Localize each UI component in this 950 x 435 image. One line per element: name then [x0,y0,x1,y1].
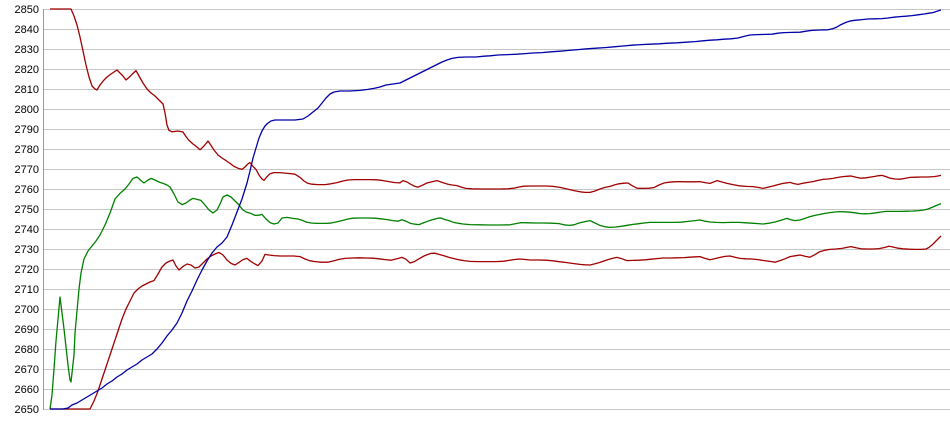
y-axis-tick-label: 2700 [15,304,39,316]
y-axis-tick-label: 2740 [15,224,39,236]
y-axis-tick-label: 2720 [15,264,39,276]
y-axis-tick-label: 2850 [15,4,39,16]
y-axis-tick-label: 2690 [15,324,39,336]
y-axis-tick-label: 2730 [15,244,39,256]
y-axis-tick-label: 2830 [15,44,39,56]
y-axis-tick-label: 2650 [15,404,39,416]
y-axis-tick-label: 2770 [15,164,39,176]
red-upper-line [50,8,942,194]
y-axis-tick-label: 2790 [15,124,39,136]
green-line [49,176,942,410]
y-axis-tick-label: 2710 [15,284,39,296]
y-axis-tick-label: 2680 [15,344,39,356]
y-axis-tick-label: 2800 [15,104,39,116]
y-axis-tick-label: 2780 [15,144,39,156]
red-lower-line [50,235,942,410]
blue-line [50,9,942,410]
y-axis-tick-label: 2840 [15,24,39,36]
y-axis-tick-label: 2760 [15,184,39,196]
y-axis-tick-label: 2810 [15,84,39,96]
y-axis-tick-label: 2820 [15,64,39,76]
y-axis-tick-label: 2750 [15,204,39,216]
y-axis-tick-label: 2660 [15,384,39,396]
y-axis-tick-label: 2670 [15,364,39,376]
